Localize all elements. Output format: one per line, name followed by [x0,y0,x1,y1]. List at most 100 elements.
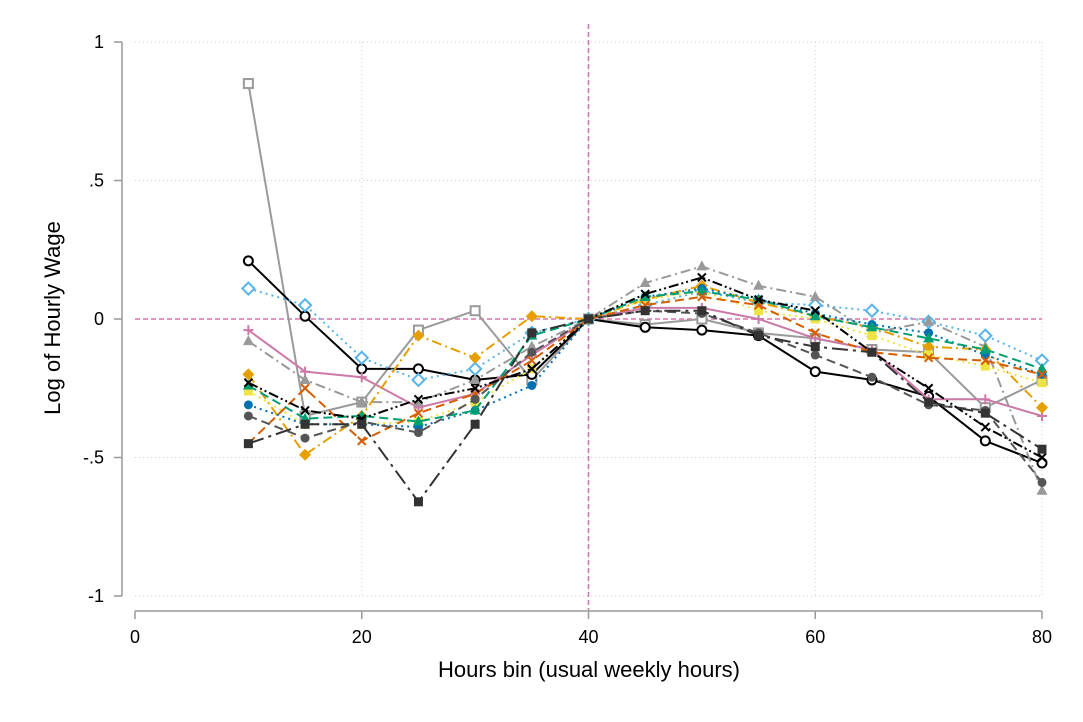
data-point-s5 [469,351,482,364]
series-line-0 [247,83,1043,417]
data-point-s1 [299,310,311,322]
data-point-s11 [640,289,650,299]
data-point-s6 [1037,378,1047,388]
data-point-s12 [1037,444,1047,454]
data-point-s10 [1037,477,1047,487]
x-tick-label: 80 [1032,627,1052,647]
data-point-s9 [697,292,707,302]
series-layer [240,78,1050,507]
data-point-s12 [810,342,820,352]
data-point-s12 [640,306,650,316]
data-point-s8 [469,404,481,415]
data-point-s2 [354,350,370,366]
data-point-s8 [412,415,424,426]
data-point-s8 [866,321,878,332]
data-point-s2 [467,361,483,377]
data-point-s1 [412,363,424,375]
data-point-s4 [356,396,368,407]
data-point-s0 [469,305,481,317]
data-point-s3 [810,333,821,344]
data-point-s1 [979,435,991,447]
y-axis-title: Log of Hourly Wage [40,221,65,415]
data-point-s4 [242,335,254,346]
data-point-s10 [527,347,537,357]
series-11 [243,272,1047,463]
x-tick-label: 40 [578,627,598,647]
axes: -1 -.5 0 .5 1 0 20 40 60 80 [83,32,1052,647]
data-point-s8 [242,379,254,390]
data-point-s12 [754,331,764,341]
data-point-s5 [242,368,255,381]
data-point-s6 [924,350,934,360]
data-point-s5 [922,340,935,353]
data-point-s1 [809,366,821,378]
data-point-s11 [980,422,991,432]
data-point-s4 [639,276,651,287]
data-point-s4 [753,279,765,290]
data-point-s11 [243,378,254,388]
data-point-s12 [527,328,537,338]
data-point-s8 [923,332,935,343]
data-point-s12 [867,347,877,357]
data-point-s9 [980,355,991,366]
data-point-s2 [864,303,880,319]
data-point-s3 [753,314,764,324]
y-tick-label: -.5 [83,448,104,468]
data-point-s12 [413,497,423,507]
data-point-s5 [525,310,538,323]
data-point-s12 [980,408,990,418]
data-point-s11 [923,383,934,393]
data-point-s4 [469,373,481,384]
data-point-s10 [413,428,423,438]
data-point-s5 [299,448,312,461]
data-point-s4 [299,373,311,384]
data-point-s0 [242,78,254,90]
data-point-s10 [300,433,310,443]
data-point-s11 [413,394,424,405]
data-point-s10 [867,372,877,382]
y-tick-label: 0 [94,309,104,329]
x-tick-label: 0 [130,627,140,647]
data-point-s1 [242,255,254,267]
y-tick-label: .5 [89,171,104,191]
data-point-s5 [1036,401,1048,414]
data-point-s7 [527,380,537,390]
data-point-s9 [923,353,934,363]
data-point-s7 [243,400,253,410]
x-tick-label: 60 [805,627,825,647]
data-point-s4 [809,290,821,301]
x-tick-label: 20 [352,627,372,647]
series-12 [243,306,1047,507]
x-axis-title: Hours bin (usual weekly hours) [438,657,740,682]
data-point-s2 [977,328,993,344]
series-line-12 [248,309,1043,503]
data-point-s1 [356,363,368,375]
data-point-s9 [527,355,537,366]
data-point-s9 [810,328,820,338]
data-point-s9 [300,383,310,393]
data-point-s12 [584,314,593,324]
data-point-s3 [356,372,367,383]
data-point-s2 [240,281,256,296]
data-point-s11 [753,294,764,305]
data-point-s11 [697,272,707,283]
data-point-s12 [300,419,310,429]
data-point-s12 [470,419,480,429]
data-point-s2 [297,297,313,313]
y-tick-label: -1 [88,586,104,606]
data-point-s6 [243,386,253,396]
data-point-s5 [412,329,425,342]
data-point-s10 [470,394,480,404]
series-line-5 [247,284,1043,456]
data-point-s4 [1036,484,1048,495]
data-point-s12 [697,306,707,316]
data-point-s8 [639,290,651,301]
data-point-s6 [980,361,990,371]
data-point-s12 [243,439,253,449]
data-point-s12 [357,419,367,429]
data-point-s10 [243,411,253,421]
data-point-s8 [979,343,991,354]
data-point-s12 [924,397,934,407]
data-point-s10 [810,350,820,360]
data-point-s11 [300,405,310,416]
